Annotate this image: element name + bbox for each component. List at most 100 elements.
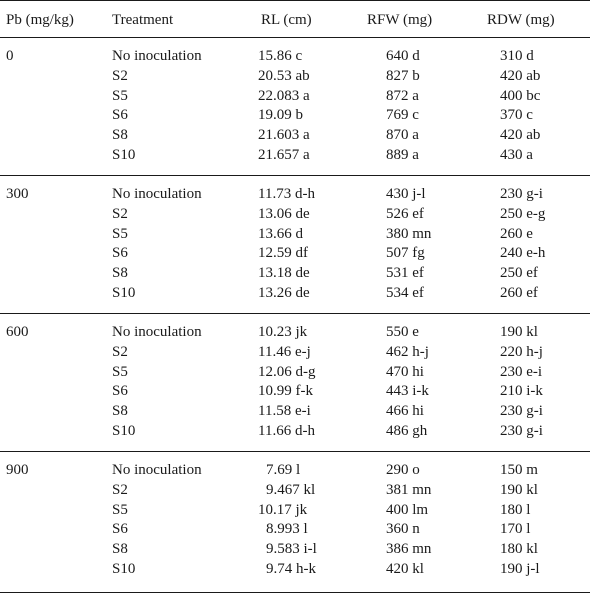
rfw-cell: 466 hi [386, 403, 424, 420]
rdw-cell: 250 e-g [500, 205, 546, 222]
rl-cell: 11.46 e-j [258, 343, 311, 360]
rfw-cell: 486 gh [386, 423, 428, 439]
header-rdw: RDW (mg) [487, 12, 555, 28]
treatment-cell: S2 [112, 481, 128, 498]
rfw-cell: 640 d [386, 48, 420, 64]
treatment-cell: S10 [112, 561, 136, 577]
rdw-cell: 170 l [500, 521, 531, 538]
rfw-cell: 443 i-k [386, 383, 429, 400]
rl-cell: 11.73 d-h [258, 186, 315, 202]
treatment-cell: S2 [112, 343, 128, 360]
rfw-cell: 380 mn [386, 225, 432, 242]
rdw-cell: 260 e [500, 225, 533, 242]
rl-cell: 13.18 de [258, 265, 310, 282]
rfw-cell: 462 h-j [386, 343, 429, 360]
rdw-cell: 400 bc [500, 87, 541, 104]
rdw-cell: 370 c [500, 107, 533, 124]
rl-cell: 21.603 a [258, 127, 310, 144]
rdw-cell: 420 ab [500, 67, 541, 84]
treatment-cell: S8 [112, 127, 128, 144]
rdw-cell: 430 a [500, 147, 533, 163]
treatment-cell: No inoculation [112, 48, 202, 64]
rdw-cell: 240 e-h [500, 245, 546, 262]
rl-cell: 8.993 l [266, 521, 308, 538]
rl-cell: 11.58 e-i [258, 403, 311, 420]
rdw-cell: 230 g-i [500, 423, 543, 439]
rfw-cell: 827 b [386, 67, 420, 84]
bottom-rule [0, 592, 590, 593]
rl-cell: 10.99 f-k [258, 383, 313, 400]
rfw-cell: 889 a [386, 147, 419, 163]
rdw-cell: 220 h-j [500, 343, 543, 360]
rl-cell: 10.17 jk [258, 501, 308, 518]
group-rule [0, 451, 590, 452]
treatment-cell: S8 [112, 265, 128, 282]
rl-cell: 9.467 kl [266, 481, 316, 498]
header-rule [0, 37, 590, 38]
treatment-cell: S10 [112, 147, 136, 163]
rfw-cell: 507 fg [386, 245, 425, 262]
rl-cell: 9.583 i-l [266, 541, 317, 558]
rl-cell: 19.09 b [258, 107, 303, 124]
rdw-cell: 260 ef [500, 285, 538, 301]
rl-cell: 21.657 a [258, 147, 310, 163]
rfw-cell: 550 e [386, 324, 419, 340]
treatment-cell: S5 [112, 501, 128, 518]
rl-cell: 7.69 l [266, 462, 301, 478]
rdw-cell: 180 l [500, 501, 531, 518]
rdw-cell: 190 kl [500, 324, 538, 340]
rfw-cell: 386 mn [386, 541, 432, 558]
header-rfw: RFW (mg) [367, 12, 433, 28]
rl-cell: 13.06 de [258, 205, 310, 222]
rfw-cell: 430 j-l [386, 186, 426, 202]
treatment-cell: S8 [112, 403, 128, 420]
rfw-cell: 531 ef [386, 265, 424, 282]
treatment-cell: S5 [112, 87, 128, 104]
treatment-cell: S10 [112, 423, 136, 439]
rdw-cell: 190 j-l [500, 561, 540, 577]
pb-level: 300 [6, 186, 29, 202]
pb-level: 600 [6, 324, 29, 340]
rfw-cell: 381 mn [386, 481, 432, 498]
rdw-cell: 250 ef [500, 265, 538, 282]
treatment-cell: S2 [112, 205, 128, 222]
treatment-cell: No inoculation [112, 186, 202, 202]
header-pb: Pb (mg/kg) [6, 12, 74, 28]
rfw-cell: 470 hi [386, 363, 424, 380]
header-treatment: Treatment [112, 12, 174, 28]
rl-cell: 9.74 h-k [266, 561, 316, 577]
rfw-cell: 870 a [386, 127, 419, 144]
treatment-cell: S8 [112, 541, 128, 558]
rl-cell: 20.53 ab [258, 67, 310, 84]
treatment-cell: No inoculation [112, 462, 202, 478]
rdw-cell: 310 d [500, 48, 534, 64]
group-rule [0, 175, 590, 176]
rfw-cell: 290 o [386, 462, 420, 478]
rdw-cell: 150 m [500, 462, 538, 478]
treatment-cell: S6 [112, 383, 128, 400]
treatment-cell: S6 [112, 245, 128, 262]
rdw-cell: 230 g-i [500, 186, 543, 202]
treatment-cell: No inoculation [112, 324, 202, 340]
rfw-cell: 872 a [386, 87, 419, 104]
treatment-cell: S6 [112, 107, 128, 124]
rl-cell: 22.083 a [258, 87, 310, 104]
rfw-cell: 420 kl [386, 561, 424, 577]
treatment-cell: S6 [112, 521, 128, 538]
pb-level: 0 [6, 48, 14, 64]
rl-cell: 10.23 jk [258, 324, 308, 340]
pb-level: 900 [6, 462, 29, 478]
treatment-cell: S2 [112, 67, 128, 84]
rfw-cell: 534 ef [386, 285, 424, 301]
rfw-cell: 400 lm [386, 501, 429, 518]
treatment-cell: S5 [112, 225, 128, 242]
rfw-cell: 360 n [386, 521, 420, 538]
rdw-cell: 180 kl [500, 541, 538, 558]
rl-cell: 13.66 d [258, 225, 303, 242]
rl-cell: 13.26 de [258, 285, 310, 301]
rdw-cell: 210 i-k [500, 383, 543, 400]
rl-cell: 11.66 d-h [258, 423, 315, 439]
treatment-cell: S10 [112, 285, 136, 301]
rl-cell: 12.59 df [258, 245, 308, 262]
